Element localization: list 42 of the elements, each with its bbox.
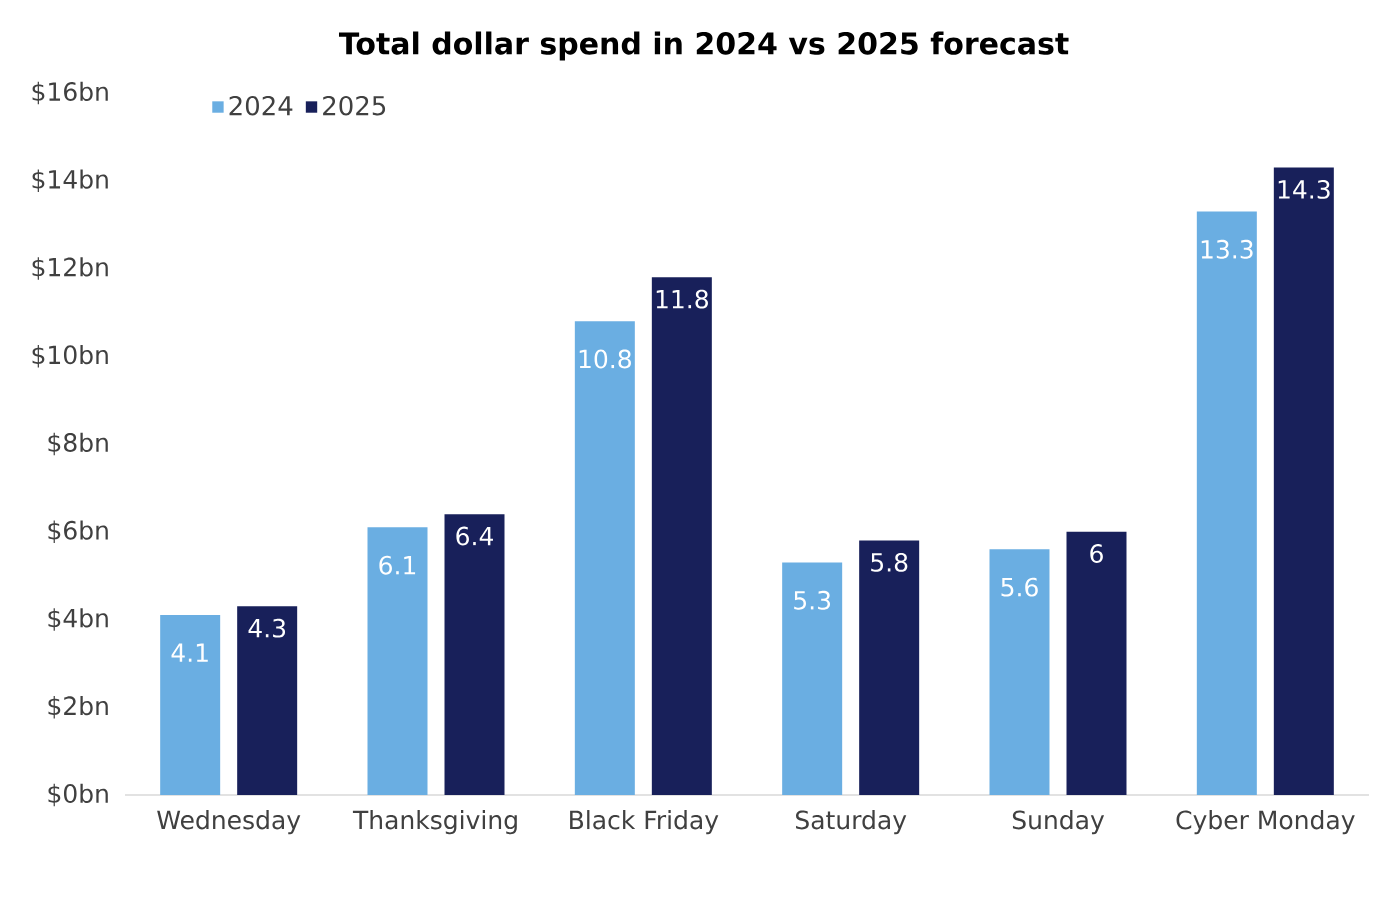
y-tick-label: $8bn	[48, 432, 108, 456]
bar	[574, 321, 635, 795]
x-tick-label: Sunday	[1012, 810, 1105, 835]
data-label: 6.1	[379, 555, 416, 575]
y-tick-label: $10bn	[32, 344, 108, 368]
bar	[444, 514, 505, 795]
data-label: 10.8	[579, 349, 631, 369]
data-label: 4.3	[248, 618, 286, 638]
x-tick-label: Thanksgiving	[352, 810, 517, 835]
legend-label: 2025	[323, 95, 386, 116]
legend-label: 2024	[229, 95, 293, 116]
bar	[237, 606, 298, 795]
y-tick-label: $16bn	[32, 81, 108, 105]
data-label: 5.6	[1001, 577, 1038, 597]
data-label: 11.8	[656, 289, 708, 309]
data-label: 5.3	[794, 590, 831, 610]
data-label: 6.4	[456, 526, 493, 546]
y-tick-label: $12bn	[32, 257, 108, 280]
bar	[160, 615, 221, 795]
x-tick-label: Wednesday	[157, 810, 301, 835]
x-tick-label: Saturday	[796, 810, 907, 835]
data-label: 13.3	[1201, 239, 1253, 259]
bar	[651, 277, 712, 795]
bar	[859, 540, 920, 795]
data-label: 6	[1090, 544, 1103, 564]
y-tick-label: $14bn	[32, 169, 108, 193]
x-tick-label: Cyber Monday	[1176, 810, 1355, 835]
bar	[1273, 167, 1334, 795]
y-tick-label: $6bn	[48, 520, 108, 544]
y-tick-label: $2bn	[48, 695, 108, 719]
y-tick-label: $4bn	[48, 608, 108, 631]
bar	[989, 549, 1050, 795]
data-label: 5.8	[871, 552, 908, 572]
data-label: 14.3	[1278, 179, 1330, 199]
data-label: 4.1	[171, 643, 208, 662]
bar	[367, 527, 428, 795]
bar	[1066, 531, 1127, 795]
bar	[1196, 211, 1257, 795]
bar	[782, 562, 843, 795]
x-tick-label: Black Friday	[570, 810, 719, 835]
chart-title: Total dollar spend in 2024 vs 2025 forecast	[338, 31, 1069, 61]
y-tick-label: $0bn	[48, 783, 108, 807]
